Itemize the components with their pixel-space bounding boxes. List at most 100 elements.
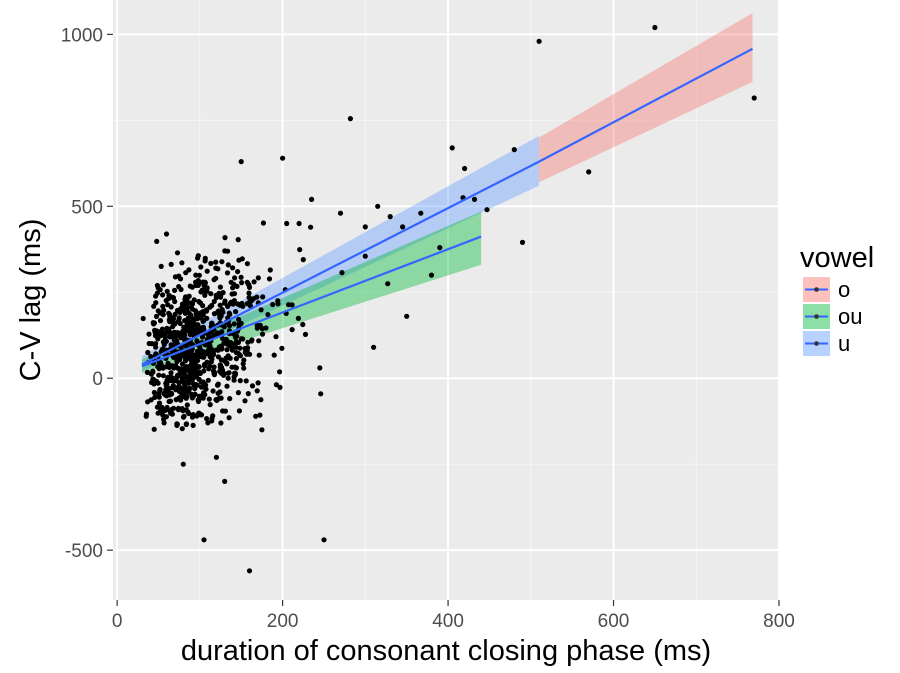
data-point xyxy=(229,291,235,297)
data-point xyxy=(156,372,162,378)
data-point xyxy=(371,344,377,350)
data-point xyxy=(238,159,244,165)
data-point xyxy=(231,374,237,380)
data-point xyxy=(222,235,228,241)
data-point xyxy=(231,281,237,287)
data-point xyxy=(242,345,248,352)
data-point xyxy=(193,382,199,388)
data-point xyxy=(246,282,252,288)
data-point xyxy=(198,264,204,270)
data-point xyxy=(511,147,517,153)
data-point xyxy=(222,408,228,414)
data-point xyxy=(171,320,177,326)
x-tick-label: 200 xyxy=(267,611,299,632)
data-point xyxy=(240,361,246,367)
data-point xyxy=(375,203,381,209)
data-point xyxy=(197,300,204,306)
data-point xyxy=(251,279,257,285)
data-point xyxy=(150,320,156,326)
data-point xyxy=(190,316,196,322)
data-point xyxy=(267,267,273,273)
x-axis-ticks: 0 200 400 600 800 xyxy=(112,600,795,632)
data-point xyxy=(213,259,219,265)
data-point xyxy=(206,396,212,402)
data-point xyxy=(200,309,206,315)
data-point xyxy=(184,365,190,371)
data-point xyxy=(209,418,215,424)
data-point xyxy=(217,362,224,368)
data-point xyxy=(428,272,435,278)
data-point xyxy=(266,276,273,282)
data-point xyxy=(196,412,202,418)
data-point xyxy=(143,413,149,419)
data-point xyxy=(210,388,216,394)
data-point xyxy=(192,308,199,314)
data-point xyxy=(259,427,265,433)
data-point xyxy=(184,305,190,311)
data-point xyxy=(236,316,242,323)
data-point xyxy=(235,237,241,243)
data-point xyxy=(260,294,266,300)
data-point xyxy=(192,322,198,328)
data-point xyxy=(160,312,166,318)
data-point xyxy=(652,24,658,31)
data-point xyxy=(213,275,219,281)
legend-item-ou: ou xyxy=(803,304,862,329)
data-point xyxy=(215,390,221,396)
data-point xyxy=(271,352,277,358)
data-point xyxy=(157,318,164,324)
data-point xyxy=(155,308,161,314)
data-point xyxy=(270,301,276,308)
data-point xyxy=(256,352,262,358)
data-point xyxy=(236,408,242,414)
data-point xyxy=(189,414,196,420)
data-point xyxy=(184,402,190,408)
data-point xyxy=(183,270,189,276)
minor-gridlines xyxy=(113,0,779,600)
data-point xyxy=(215,310,221,316)
data-point xyxy=(151,377,157,383)
data-point xyxy=(202,361,208,368)
data-point xyxy=(194,326,200,332)
data-point xyxy=(215,354,221,360)
data-point xyxy=(259,331,266,337)
data-point xyxy=(204,285,210,291)
data-point xyxy=(471,196,478,202)
data-point xyxy=(148,354,154,360)
data-point xyxy=(256,338,262,344)
data-point xyxy=(191,297,197,303)
data-point xyxy=(185,309,191,316)
data-point xyxy=(204,315,210,321)
data-point xyxy=(230,265,236,271)
data-point xyxy=(207,402,213,408)
data-point xyxy=(187,332,193,338)
data-point xyxy=(155,410,161,416)
data-point xyxy=(169,294,175,300)
data-point xyxy=(239,280,245,286)
data-point xyxy=(192,355,198,361)
data-point xyxy=(347,116,353,122)
data-point xyxy=(178,286,184,293)
data-point xyxy=(172,364,178,370)
data-point xyxy=(231,342,237,348)
data-point xyxy=(153,313,160,319)
data-point xyxy=(220,290,226,296)
data-point xyxy=(218,420,224,426)
legend-title: vowel xyxy=(800,242,874,274)
data-point xyxy=(206,366,212,372)
data-point xyxy=(196,393,203,399)
data-point xyxy=(209,302,215,309)
data-point xyxy=(145,349,151,356)
data-point xyxy=(189,305,195,311)
data-point xyxy=(218,343,224,349)
data-point xyxy=(227,396,233,402)
data-point xyxy=(321,537,327,543)
data-point xyxy=(216,395,222,401)
data-point xyxy=(462,165,468,172)
data-point xyxy=(211,351,217,358)
legend-label-u: u xyxy=(838,331,850,356)
data-point xyxy=(215,266,221,272)
data-point xyxy=(200,288,207,294)
data-point xyxy=(200,324,206,330)
data-point xyxy=(146,340,152,347)
